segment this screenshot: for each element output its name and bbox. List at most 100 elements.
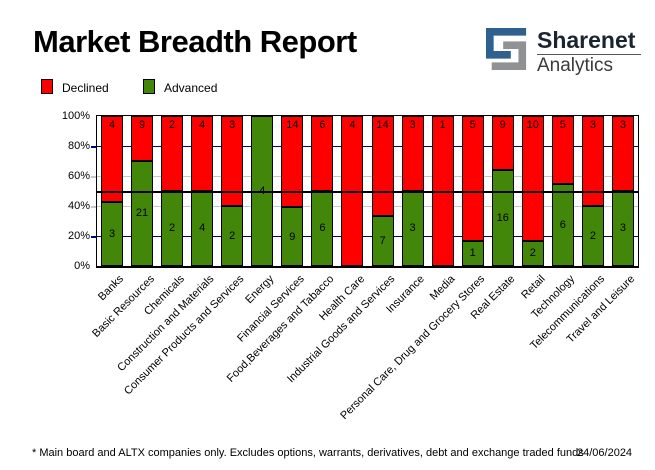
advanced-segment: 6: [551, 184, 574, 266]
advanced-value: 6: [319, 222, 326, 235]
declined-segment: 9: [491, 116, 514, 170]
declined-segment: 3: [401, 116, 424, 191]
bar-retail: 10 2: [521, 116, 544, 266]
declined-segment: 3: [611, 116, 634, 191]
declined-value: 5: [469, 119, 476, 131]
declined-value: 3: [229, 119, 236, 131]
declined-segment: 10: [521, 116, 544, 241]
sharenet-logo-icon: [486, 28, 527, 71]
declined-value: 3: [589, 119, 596, 131]
brand-text: Sharenet Analytics: [537, 28, 641, 76]
declined-value: 4: [199, 119, 206, 131]
advanced-value: 6: [559, 219, 566, 232]
advanced-segment: 2: [221, 206, 244, 266]
declined-value: 5: [559, 119, 566, 131]
advanced-segment: 1: [461, 241, 484, 266]
y-axis-label-0: 0%: [74, 260, 90, 272]
advanced-value: 4: [199, 222, 206, 235]
bar-financial-services: 14 9: [281, 116, 304, 266]
advanced-value: 16: [496, 211, 509, 224]
brand-logo: Sharenet Analytics: [486, 28, 641, 76]
advanced-value: 3: [409, 222, 416, 235]
advanced-value: 1: [469, 247, 476, 260]
declined-value: 9: [138, 119, 146, 131]
y-axis-tick-40: [91, 206, 96, 208]
advanced-segment: 16: [491, 170, 514, 266]
declined-value: 1: [439, 119, 446, 131]
advanced-segment: 21: [131, 161, 154, 266]
declined-swatch: [41, 79, 53, 94]
declined-value: 10: [526, 119, 539, 131]
declined-label: Declined: [62, 81, 109, 95]
gridline-60pct: [97, 176, 638, 177]
bar-basic-resources: 9 21: [131, 116, 154, 266]
y-axis-label-40: 40%: [67, 200, 90, 212]
declined-value: 4: [349, 119, 356, 131]
advanced-segment: 3: [401, 191, 424, 266]
advanced-segment: 6: [311, 191, 334, 266]
advanced-segment: 4: [191, 191, 214, 266]
advanced-segment: 3: [101, 201, 123, 266]
advanced-label: Advanced: [164, 81, 218, 95]
footnote: * Main board and ALTX companies only. Ex…: [32, 447, 584, 459]
advanced-value: 3: [619, 222, 626, 235]
declined-value: 3: [409, 119, 416, 131]
gridline-20pct: [97, 236, 638, 237]
advanced-value: 7: [379, 234, 386, 247]
advanced-swatch: [143, 79, 155, 94]
declined-value: 4: [108, 119, 116, 131]
advanced-segment: 7: [371, 216, 394, 266]
y-axis-label-100: 100%: [61, 110, 90, 122]
y-axis-label-20: 20%: [67, 230, 90, 242]
advanced-segment: 2: [581, 206, 604, 266]
declined-segment: 5: [461, 116, 484, 241]
declined-segment: 3: [221, 116, 244, 206]
y-axis-label-60: 60%: [67, 170, 90, 182]
declined-segment: 4: [101, 116, 123, 202]
declined-segment: 2: [161, 116, 184, 191]
gridline-40pct: [97, 206, 638, 207]
declined-segment: 14: [371, 116, 394, 216]
advanced-value: 21: [135, 207, 149, 220]
advanced-value: 9: [289, 230, 296, 243]
y-axis-tick-20: [91, 236, 96, 238]
declined-segment: 4: [191, 116, 214, 191]
brand-divider: [537, 54, 641, 56]
advanced-segment: 2: [161, 191, 184, 266]
report-date: 24/06/2024: [577, 447, 633, 459]
declined-segment: 5: [551, 116, 574, 185]
declined-value: 3: [619, 119, 626, 131]
declined-value: 2: [169, 119, 176, 131]
advanced-value: 2: [529, 247, 536, 260]
plot-area: 43921224432414966414733151916102563233: [96, 115, 639, 268]
bar-real-estate: 9 16: [491, 116, 514, 266]
declined-segment: 9: [131, 116, 154, 161]
gridline-80pct: [97, 146, 638, 147]
brand-subtitle: Analytics: [537, 55, 614, 77]
brand-name: Sharenet: [537, 27, 636, 53]
advanced-segment: 3: [611, 191, 634, 266]
y-axis-label-80: 80%: [67, 140, 90, 152]
page-title: Market Breadth Report: [33, 24, 357, 59]
advanced-value: 3: [108, 227, 116, 240]
declined-segment: 3: [581, 116, 604, 206]
y-axis-tick-80: [91, 146, 96, 148]
advanced-value: 2: [589, 229, 596, 242]
advanced-value: 2: [229, 229, 236, 242]
declined-segment: 6: [311, 116, 334, 191]
declined-segment: 14: [281, 116, 304, 208]
declined-value: 14: [286, 119, 299, 131]
declined-value: 14: [376, 119, 389, 131]
advanced-value: 2: [169, 222, 176, 235]
